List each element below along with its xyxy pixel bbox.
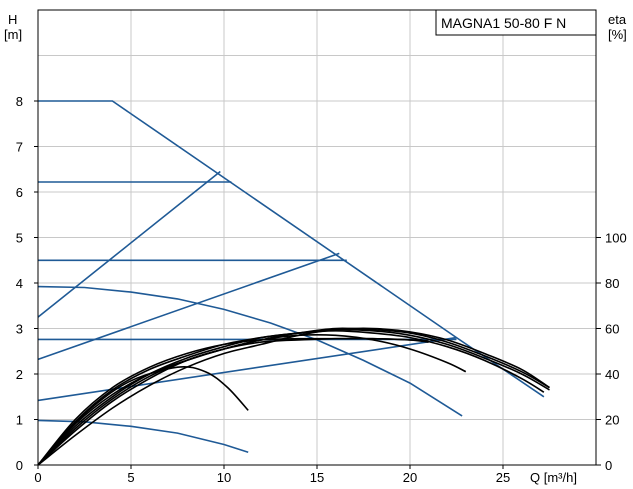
y-right-tick-label: 80 — [605, 276, 619, 291]
head-curve — [37, 336, 457, 402]
head-curve — [37, 170, 221, 318]
head-curve — [37, 252, 340, 361]
y-right-tick-label: 0 — [605, 458, 612, 473]
x-tick-label: 15 — [310, 470, 324, 485]
x-tick-label: 0 — [34, 470, 41, 485]
efficiency-curve — [37, 327, 550, 466]
y-left-tick-label: 7 — [16, 140, 23, 155]
y-right-tick-label: 20 — [605, 413, 619, 428]
grid — [38, 10, 596, 465]
y-right-tick-label: 60 — [605, 322, 619, 337]
y-right-label: eta — [608, 12, 627, 27]
y-right-unit: [%] — [608, 27, 627, 42]
x-tick-label: 10 — [217, 470, 231, 485]
head-curve — [37, 285, 463, 417]
efficiency-curves — [37, 327, 550, 466]
y-right-tick-label: 40 — [605, 367, 619, 382]
efficiency-curve — [37, 337, 429, 466]
y-left-tick-label: 5 — [16, 231, 23, 246]
y-left-tick-label: 8 — [16, 94, 23, 109]
y-left-tick-label: 6 — [16, 185, 23, 200]
x-axis-label: Q [m³/h] — [530, 470, 577, 485]
y-left-tick-label: 3 — [16, 322, 23, 337]
y-left-tick-label: 4 — [16, 276, 23, 291]
y-left-tick-label: 0 — [16, 458, 23, 473]
x-tick-label: 20 — [403, 470, 417, 485]
y-right-axis-ticks: 0 20 40 60 80 100 — [596, 231, 627, 473]
y-left-unit: [m] — [4, 27, 22, 42]
y-right-tick-label: 100 — [605, 231, 627, 246]
y-left-axis-ticks: 0 1 2 3 4 5 6 7 8 — [16, 94, 38, 473]
title-box: MAGNA1 50-80 F N — [435, 9, 597, 36]
x-axis-ticks: 0 5 10 15 20 25 — [34, 465, 510, 485]
x-tick-label: 25 — [496, 470, 510, 485]
y-left-tick-label: 1 — [16, 413, 23, 428]
efficiency-curve — [37, 327, 550, 466]
y-left-label: H — [8, 12, 17, 27]
chart-title: MAGNA1 50-80 F N — [441, 15, 566, 31]
x-tick-label: 5 — [127, 470, 134, 485]
y-left-tick-label: 2 — [16, 367, 23, 382]
